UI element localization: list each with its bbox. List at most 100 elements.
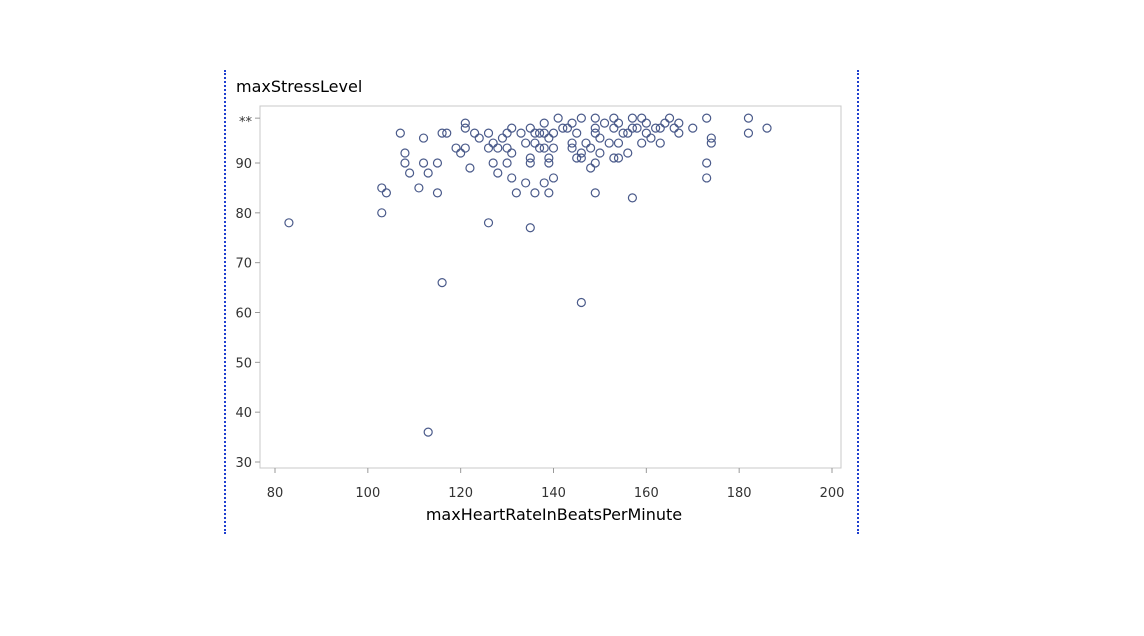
scatter-point [567,138,577,148]
scatter-point [516,128,526,138]
scatter-point [576,113,586,123]
scatter-point [548,128,559,138]
scatter-point [590,128,600,138]
scatter-point [599,118,610,128]
scatter-point [544,133,554,143]
scatter-point [576,148,586,158]
scatter-point [706,138,716,148]
scatter-point [632,123,642,133]
scatter-point [669,123,679,133]
scatter-point [590,158,600,168]
left-divider-line [224,70,226,534]
scatter-point [627,123,638,133]
scatter-point [637,138,647,148]
y-tick-label: 80 [235,207,252,222]
scatter-point [511,188,521,198]
x-tick-label: 200 [820,486,845,501]
scatter-point [493,143,503,153]
scatter-point [604,138,614,148]
scatter-point [743,113,754,123]
scatter-point [688,123,698,133]
scatter-point [576,297,586,308]
scatter-point [507,148,517,158]
scatter-point [646,133,656,143]
scatter-point [414,183,424,193]
scatter-point [488,138,498,148]
scatter-point [507,173,517,183]
scatter-point [576,153,586,163]
scatter-point [586,163,596,173]
scatter-point [623,148,633,158]
x-tick-label: 160 [634,486,659,501]
x-tick-label: 120 [448,486,473,501]
scatter-point [544,158,554,168]
scatter-point [521,178,531,188]
scatter-point [595,133,605,143]
scatter-point [613,153,624,163]
scatter-point [590,123,600,133]
scatter-point [460,143,470,153]
scatter-point [553,113,563,123]
scatter-point [641,118,651,128]
y-tick-label: 40 [235,406,252,421]
x-axis-title: maxHeartRateInBeatsPerMinute [426,505,682,524]
scatter-point [539,178,549,188]
scatter-point [525,153,535,163]
scatter-point [562,123,573,133]
scatter-point [377,183,387,193]
x-tick-label: 140 [541,486,566,501]
x-tick-label: 180 [727,486,752,501]
y-tick-label: 30 [235,456,252,471]
scatter-point [544,153,554,163]
scatter-point [530,138,540,148]
scatter-point [460,123,470,133]
scatter-point [284,218,294,228]
scatter-point [613,138,624,148]
scatter-point [651,123,661,133]
scatter-point [502,128,512,138]
scatter-point [567,118,577,128]
scatter-point [539,118,549,128]
scatter-point [534,128,545,138]
scatter-point [460,118,470,128]
scatter-point [465,163,475,173]
y-tick-label: 60 [235,307,252,322]
scatter-point [702,158,712,168]
scatter-point [530,188,540,198]
scatter-point [702,173,712,183]
scatter-point [660,118,670,128]
y-axis-title: maxStressLevel [236,77,362,96]
scatter-point [609,113,619,123]
scatter-point [706,133,716,143]
scatter-point [627,113,638,123]
plot-frame [259,105,842,469]
scatter-point [609,153,619,163]
scatter-point [567,143,577,153]
scatter-point [400,148,410,158]
scatter-point [655,138,665,148]
scatter-point [637,113,647,123]
scatter-point [502,158,512,168]
scatter-point [525,158,535,168]
y-tick-label: 70 [235,257,252,272]
scatter-point [613,118,624,128]
scatter-point [655,123,665,133]
scatter-point [618,128,628,138]
scatter-point [581,138,591,148]
scatter-point [405,168,415,178]
scatter-point [539,143,549,153]
scatter-point [418,133,429,143]
scatter-point [395,128,405,138]
scatter-point [548,173,559,183]
scatter-point [525,223,535,233]
scatter-point [474,133,484,143]
scatter-point [381,188,391,198]
scatter-point [437,128,447,138]
y-top-tick-label: ** [239,115,253,130]
scatter-point [548,143,559,153]
scatter-point [586,143,596,153]
scatter-point [623,128,633,138]
scatter-point [483,218,494,228]
scatter-point [702,113,712,123]
